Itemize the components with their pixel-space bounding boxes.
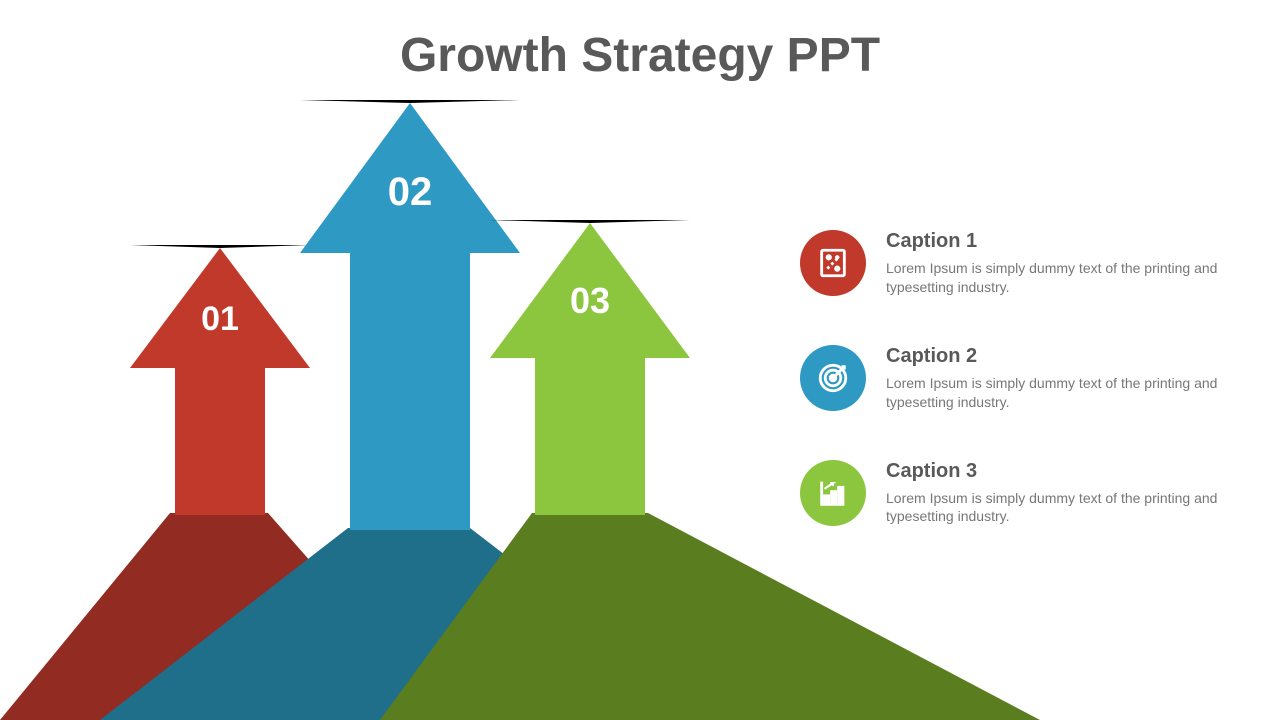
- caption-body: Lorem Ipsum is simply dummy text of the …: [886, 259, 1220, 297]
- arrow-shaft: [535, 355, 645, 515]
- caption-item-1: Caption 1 Lorem Ipsum is simply dummy te…: [800, 230, 1220, 297]
- chart-icon: [800, 460, 866, 526]
- arrow-number: 01: [130, 300, 310, 339]
- arrow-number: 02: [300, 170, 520, 215]
- caption-title: Caption 1: [886, 230, 1220, 253]
- caption-list: Caption 1 Lorem Ipsum is simply dummy te…: [800, 230, 1220, 574]
- caption-body: Lorem Ipsum is simply dummy text of the …: [886, 489, 1220, 527]
- caption-item-2: Caption 2 Lorem Ipsum is simply dummy te…: [800, 345, 1220, 412]
- strategy-icon: [800, 230, 866, 296]
- target-icon: [800, 345, 866, 411]
- caption-title: Caption 3: [886, 460, 1220, 483]
- caption-title: Caption 2: [886, 345, 1220, 368]
- arrow-shaft: [350, 250, 470, 530]
- caption-item-3: Caption 3 Lorem Ipsum is simply dummy te…: [800, 460, 1220, 527]
- caption-body: Lorem Ipsum is simply dummy text of the …: [886, 374, 1220, 412]
- arrow-number: 03: [490, 280, 690, 322]
- arrow-shaft: [175, 365, 265, 515]
